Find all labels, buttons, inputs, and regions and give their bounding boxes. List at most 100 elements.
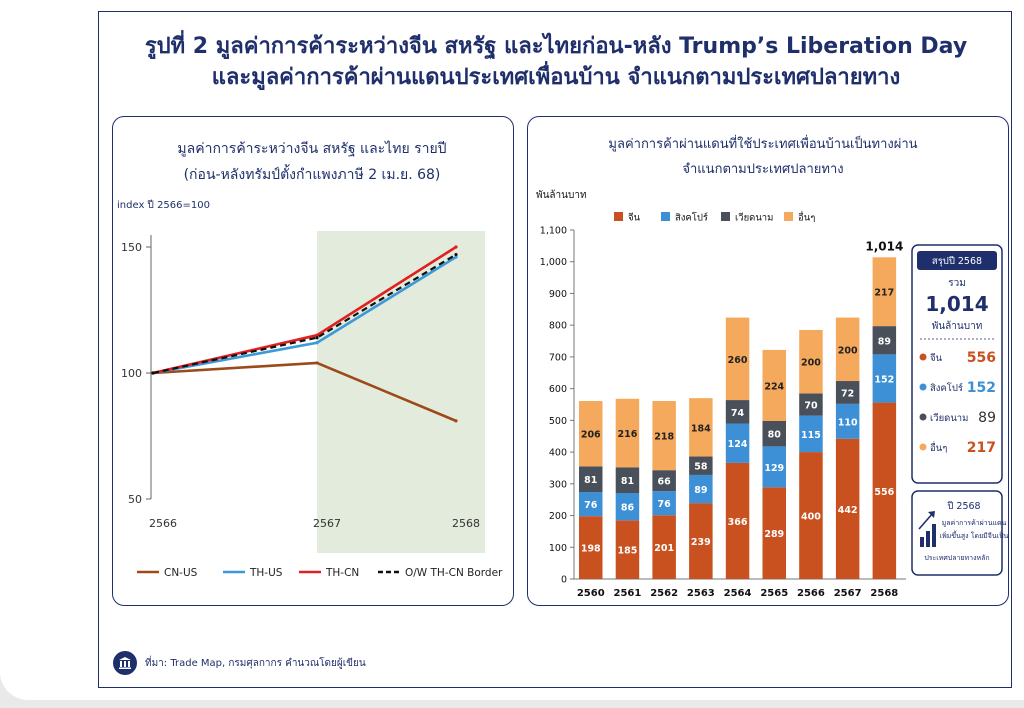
bar-chart-x-tick-label: 2564 (724, 588, 752, 599)
bar-value-label: 80 (768, 430, 782, 441)
bar-segment (579, 401, 603, 467)
bar-chart-x-tick-label: 2563 (687, 588, 715, 599)
bar-segment (579, 466, 603, 493)
bar-value-label: 206 (581, 430, 601, 441)
bar-chart-x-tick-label: 2567 (834, 588, 862, 599)
bar-segment (872, 326, 897, 355)
bar-segment (725, 462, 750, 579)
line-point (315, 361, 319, 365)
bar-segment (835, 381, 860, 404)
summary-total-value: 1,014 (925, 292, 988, 316)
summary-item-dot (919, 353, 927, 361)
bar-legend-label: จีน (628, 212, 641, 224)
bar-chart: มูลค่าการค้าผ่านแดนที่ใช้ประเทศเพื่อนบ้า… (536, 134, 1009, 599)
line-legend-label: O/W TH-CN Border (405, 567, 503, 579)
bar-value-label: 216 (618, 429, 638, 440)
bar-segment (762, 420, 786, 447)
bar-segment (652, 401, 676, 471)
bar-segment (652, 491, 676, 516)
line-point (454, 245, 458, 249)
bar-total-label: 1,014 (865, 239, 903, 253)
bar-value-label: 218 (654, 432, 674, 443)
figure-frame: รูปที่ 2 มูลค่าการค้าระหว่างจีน สหรัฐ แล… (98, 11, 1012, 688)
note-year: ปี 2568 (946, 500, 980, 512)
summary-item-dot (919, 413, 927, 421)
bar-value-label: 66 (658, 477, 672, 488)
summary-total-label: รวม (948, 278, 966, 289)
bar-value-label: 70 (804, 401, 818, 412)
bar-chart-y-tick-label: 1,100 (540, 226, 567, 237)
bar-value-label: 76 (658, 499, 672, 510)
bar-segment (652, 515, 676, 579)
line-chart-title: มูลค่าการค้าระหว่างจีน สหรัฐ และไทย รายป… (177, 140, 446, 157)
bar-chart-y-tick-label: 500 (549, 416, 567, 427)
bar-legend-label: สิงคโปร์ (675, 212, 708, 224)
bar-legend-swatch (784, 212, 793, 221)
bar-chart-x-tick-label: 2560 (577, 588, 605, 599)
summary-box: สรุปปี 2568 รวม 1,014 พันล้านบาท จีน 556 ส… (911, 244, 1003, 484)
bar-chart-ylabel: พันล้านบาท (536, 189, 587, 201)
line-point (315, 341, 319, 345)
bar-value-label: 58 (694, 462, 708, 473)
bar-value-label: 115 (801, 430, 821, 441)
line-series-o-w-th-cn-border (152, 253, 457, 375)
bar-value-label: 217 (874, 288, 894, 299)
bar-segment (799, 415, 823, 453)
bar-legend-label: เวียดนาม (735, 212, 773, 224)
bar-segment (872, 402, 897, 579)
bar-chart-subtitle: จำแนกตามประเทศปลายทาง (682, 162, 843, 177)
bar-segment (615, 398, 640, 468)
line-point (454, 252, 458, 257)
bar-chart-y-tick-label: 300 (549, 479, 567, 490)
bar-chart-y-tick-label: 0 (561, 575, 567, 586)
bar-value-label: 289 (764, 529, 784, 540)
bar-value-label: 185 (618, 546, 638, 557)
line-chart-shaded-period (317, 231, 485, 553)
bar-value-label: 72 (841, 388, 854, 399)
bar-value-label: 89 (878, 336, 891, 347)
bar-value-label: 81 (584, 475, 597, 486)
summary-item-value: 152 (967, 380, 996, 396)
bar-value-label: 200 (801, 358, 821, 369)
summary-header: สรุปปี 2568 (932, 255, 982, 267)
line-point (151, 371, 155, 375)
summary-unit: พันล้านบาท (932, 320, 983, 332)
bar-chart-panel: มูลค่าการค้าผ่านแดนที่ใช้ประเทศเพื่อนบ้า… (527, 116, 1009, 606)
bar-segment (725, 423, 750, 463)
line-chart-y-tick-label: 100 (121, 367, 142, 380)
bar-chart-x-tick-label: 2565 (760, 588, 788, 599)
summary-item-label: เวียดนาม (930, 412, 968, 424)
bar-value-label: 400 (801, 512, 821, 523)
line-chart-x-tick-label: 2566 (149, 517, 177, 530)
bar-value-label: 556 (874, 487, 894, 498)
note-line: มูลค่าการค้าผ่านแดน (942, 519, 1007, 527)
summary-item-value: 217 (967, 440, 996, 456)
bar-segment (725, 317, 750, 401)
line-chart: มูลค่าการค้าระหว่างจีน สหรัฐ และไทย รายป… (117, 140, 503, 579)
bar-segment (835, 317, 860, 382)
bar-value-label: 74 (731, 408, 745, 419)
bar-segment (872, 354, 897, 403)
bank-icon (113, 651, 137, 675)
bar-chart-y-tick-label: 900 (549, 289, 567, 300)
source-note: ที่มา: Trade Map, กรมศุลกากร คำนวณโดยผู้… (113, 648, 366, 678)
line-chart-y-tick-label: 150 (121, 241, 142, 254)
bar-segment (615, 520, 640, 579)
summary-item-label: อื่นๆ (930, 441, 948, 454)
figure-title-line1: รูปที่ 2 มูลค่าการค้าระหว่างจีน สหรัฐ แล… (144, 34, 968, 59)
bar-segment (689, 474, 713, 504)
bar-chart-x-tick-label: 2566 (797, 588, 825, 599)
summary-item-value: 89 (978, 410, 996, 426)
note-line: ประเทศปลายทางหลัก (924, 554, 989, 562)
bar-legend-swatch (661, 212, 670, 221)
line-legend-label: TH-US (249, 567, 283, 579)
bar-segment (725, 400, 750, 424)
bar-value-label: 200 (838, 345, 858, 356)
summary-item-label: จีน (930, 352, 943, 364)
bar-value-label: 198 (581, 544, 601, 555)
bar-segment (689, 456, 713, 475)
bar-value-label: 129 (764, 463, 784, 474)
line-chart-y-tick-label: 50 (128, 493, 142, 506)
bar-segment (652, 470, 676, 492)
bar-value-label: 184 (691, 423, 711, 434)
